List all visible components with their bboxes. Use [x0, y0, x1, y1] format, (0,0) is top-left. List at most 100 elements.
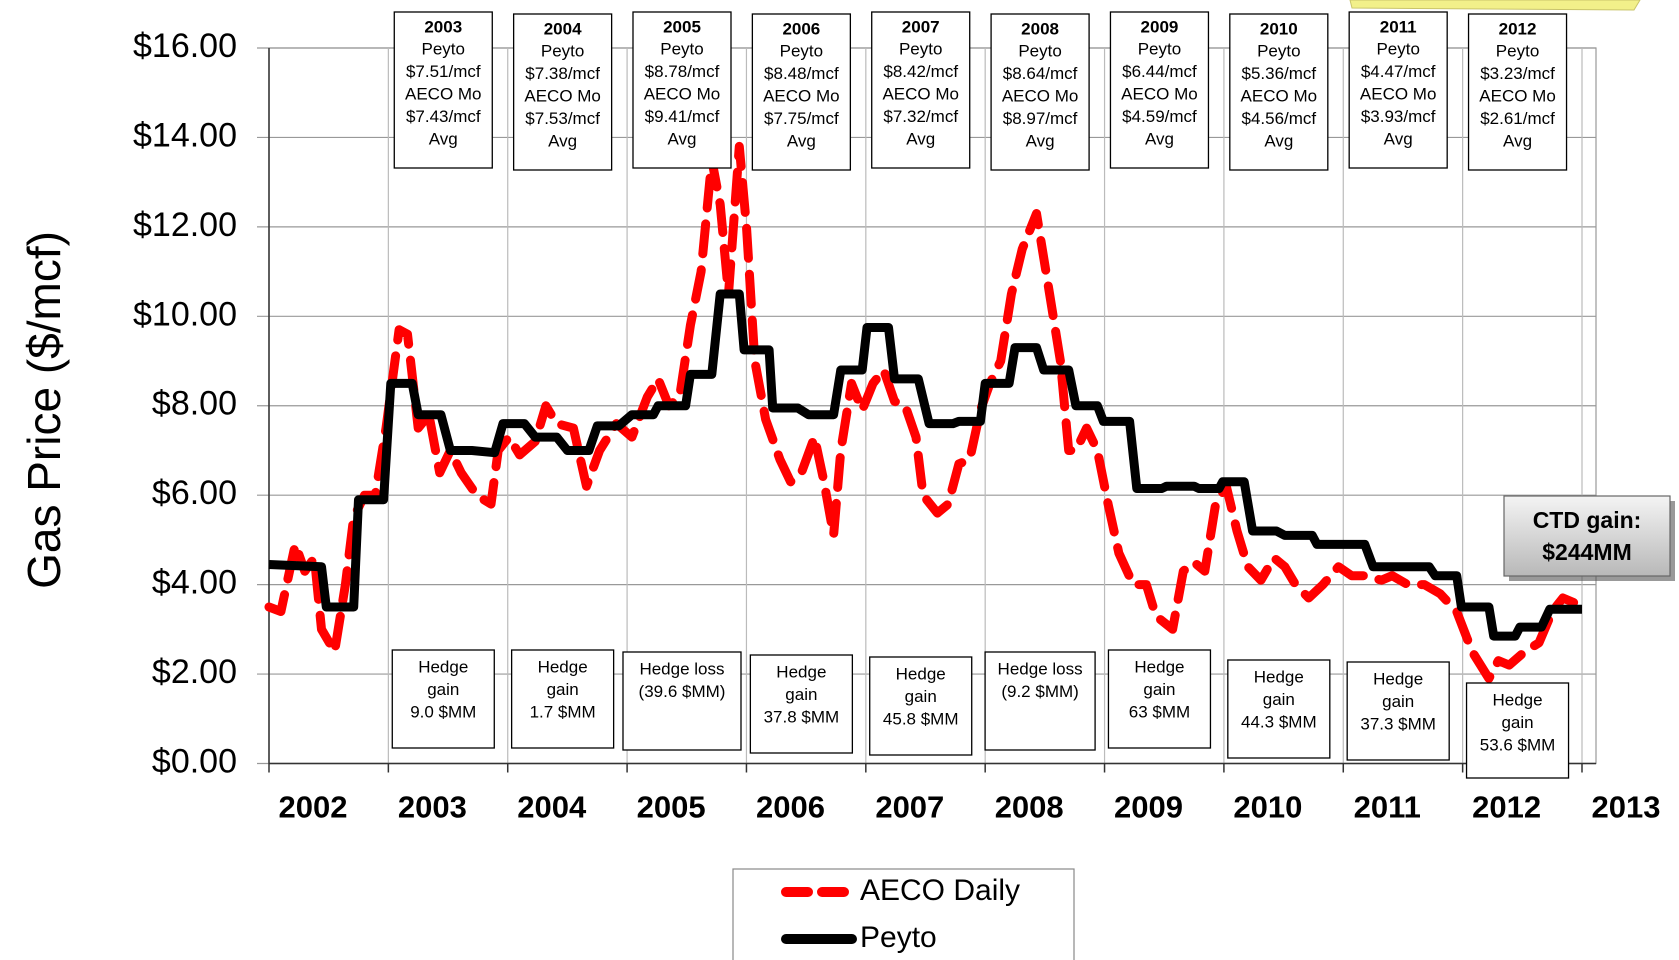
hedge-box — [869, 656, 973, 756]
year-box-text: $7.53/mcf — [525, 109, 600, 128]
hedge-box — [622, 651, 742, 751]
hedge-box-text: Hedge loss — [998, 659, 1083, 678]
hedge-box-text: gain — [1382, 692, 1414, 711]
hedge-box-text: 45.8 $MM — [883, 709, 959, 728]
hedge-box — [1227, 659, 1331, 759]
legend-box — [732, 868, 1075, 960]
year-box-title: 2003 — [424, 17, 462, 36]
year-box-title: 2011 — [1380, 17, 1417, 36]
year-box-text: $7.43/mcf — [406, 107, 481, 126]
year-box-text: $4.47/mcf — [1361, 62, 1436, 81]
year-box-text: Peyto — [899, 39, 942, 58]
hedge-box — [1107, 649, 1212, 749]
year-box-text: $7.32/mcf — [883, 107, 958, 126]
year-box-text: Peyto — [1257, 41, 1300, 60]
year-box — [1348, 11, 1448, 169]
year-box-text: $8.78/mcf — [645, 62, 720, 81]
year-box-text: $7.75/mcf — [764, 109, 839, 128]
year-box — [990, 13, 1090, 171]
year-box-text: AECO Mo — [882, 84, 959, 103]
year-box-text: $2.61/mcf — [1480, 109, 1555, 128]
hedge-box-text: Hedge — [1492, 690, 1542, 709]
year-box-title: 2007 — [902, 17, 940, 36]
year-box-text: AECO Mo — [1479, 86, 1556, 105]
year-box-text: AECO Mo — [1002, 86, 1079, 105]
hedge-box-text: 53.6 $MM — [1480, 735, 1556, 754]
legend-label: Peyto — [860, 921, 937, 954]
y-tick-label: $4.00 — [152, 564, 237, 602]
y-tick-label: $16.00 — [133, 27, 237, 65]
year-box-text: $4.56/mcf — [1241, 109, 1316, 128]
year-box-text: Peyto — [1018, 41, 1061, 60]
y-tick-label: $12.00 — [133, 206, 237, 244]
x-tick-label: 2002 — [279, 790, 348, 825]
year-box-text: Avg — [1503, 131, 1532, 150]
hedge-box-text: gain — [905, 687, 937, 706]
x-tick-label: 2011 — [1354, 790, 1421, 825]
hedge-box — [1346, 661, 1450, 761]
year-box-text: Peyto — [660, 39, 703, 58]
year-box — [871, 11, 971, 169]
y-tick-label: $0.00 — [152, 742, 237, 780]
year-box-text: $7.51/mcf — [406, 62, 481, 81]
x-tick-label: 2010 — [1233, 790, 1302, 825]
year-box-text: Peyto — [422, 39, 465, 58]
y-axis-label: Gas Price ($/mcf) — [18, 231, 70, 589]
x-tick-label: 2003 — [398, 790, 467, 825]
hedge-box-text: gain — [785, 685, 817, 704]
hedge-box-text: gain — [1263, 690, 1295, 709]
hedge-box-text: Hedge — [1373, 669, 1423, 688]
year-box-title: 2008 — [1021, 19, 1059, 38]
hedge-box-text: gain — [427, 680, 459, 699]
year-box-text: $6.44/mcf — [1122, 62, 1197, 81]
x-tick-label: 2005 — [637, 790, 706, 825]
callout-text: CTD gain: — [1533, 507, 1642, 533]
hedge-box-text: 37.3 $MM — [1360, 714, 1436, 733]
hedge-box-text: Hedge — [1134, 657, 1184, 676]
hedge-box-text: (9.2 $MM) — [1001, 682, 1078, 701]
hedge-box-text: 44.3 $MM — [1241, 712, 1317, 731]
year-box — [1229, 13, 1329, 171]
year-box-text: Avg — [667, 129, 696, 148]
hedge-box-text: (39.6 $MM) — [639, 682, 726, 701]
year-box-text: $8.64/mcf — [1003, 64, 1078, 83]
y-tick-label: $2.00 — [152, 653, 237, 691]
year-box-text: $7.38/mcf — [525, 64, 600, 83]
year-box — [632, 11, 732, 169]
year-box-text: Peyto — [1376, 39, 1419, 58]
hedge-box — [510, 649, 615, 749]
year-box-text: Avg — [1026, 131, 1055, 150]
year-box-text: Peyto — [541, 41, 584, 60]
year-box — [1109, 11, 1210, 169]
year-box-text: $8.48/mcf — [764, 64, 839, 83]
x-tick-label: 2006 — [756, 790, 825, 825]
year-box-text: AECO Mo — [405, 84, 482, 103]
year-box-title: 2012 — [1499, 19, 1537, 38]
series-line — [264, 141, 1579, 683]
hedge-box-text: Hedge — [896, 664, 946, 683]
year-box-text: Avg — [1264, 131, 1293, 150]
x-tick-label: 2013 — [1592, 790, 1661, 825]
hedge-box — [984, 651, 1096, 751]
x-tick-label: 2009 — [1114, 790, 1183, 825]
hedge-box-text: gain — [547, 680, 579, 699]
year-box-text: Avg — [429, 129, 458, 148]
y-tick-label: $10.00 — [133, 295, 237, 333]
x-tick-label: 2012 — [1472, 790, 1541, 825]
year-box-text: Avg — [548, 131, 577, 150]
hedge-box-text: Hedge — [418, 657, 468, 676]
hedge-box-text: 63 $MM — [1129, 702, 1190, 721]
year-box-text: Avg — [1145, 129, 1174, 148]
year-box-text: Peyto — [1138, 39, 1181, 58]
year-box-text: AECO Mo — [524, 86, 601, 105]
year-box-text: AECO Mo — [1360, 84, 1437, 103]
year-box-text: Peyto — [1496, 41, 1539, 60]
year-box-text: AECO Mo — [1121, 84, 1198, 103]
year-box-text: AECO Mo — [644, 84, 721, 103]
legend-label: AECO Daily — [860, 874, 1020, 907]
legend: AECO Daily Peyto — [732, 868, 1075, 960]
callout-text: $244MM — [1542, 539, 1631, 565]
hedge-box-text: Hedge loss — [639, 659, 724, 678]
x-tick-label: 2007 — [875, 790, 944, 825]
series-line — [268, 289, 1582, 641]
